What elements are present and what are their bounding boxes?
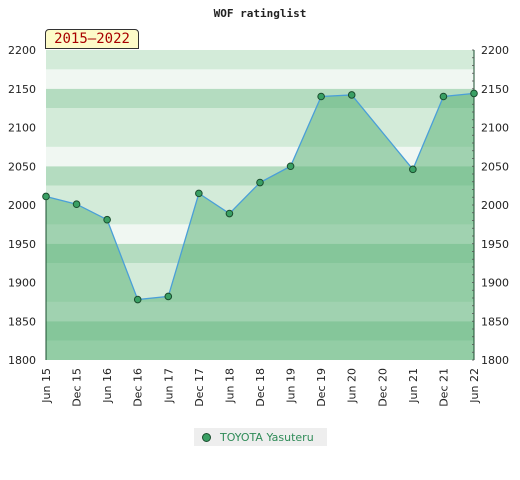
rating-markers	[42, 89, 478, 304]
background-band	[46, 127, 474, 147]
y-tick-label-left: 1800	[8, 354, 36, 367]
period-badge-label: 2015–2022	[54, 31, 130, 47]
y-tick-label-right: 2050	[481, 160, 509, 173]
hatch-stripe	[46, 147, 474, 166]
x-tick-label: Jun 17	[162, 368, 175, 404]
data-point	[256, 178, 264, 187]
x-tick-label: Dec 16	[132, 368, 145, 407]
y-tick-label-right: 1900	[481, 277, 509, 290]
y-tick-label-right: 1800	[481, 354, 509, 367]
x-tick-label: Dec 15	[71, 368, 84, 407]
y-tick-label-left: 2200	[8, 44, 36, 57]
data-point	[409, 165, 417, 174]
data-point	[164, 292, 173, 301]
background-band	[46, 88, 474, 109]
y-tick-label-left: 2000	[8, 199, 36, 212]
data-point	[439, 92, 448, 101]
x-tick-label: Dec 21	[437, 368, 450, 407]
hatch-stripe	[46, 69, 474, 88]
y-tick-label-left: 2150	[8, 83, 36, 96]
x-tick-label: Jun 19	[285, 368, 298, 404]
rating-area	[46, 93, 474, 361]
background-band	[46, 50, 474, 70]
y-tick-label-right: 2150	[481, 83, 509, 96]
data-point	[225, 209, 234, 218]
y-tick-label-left: 1900	[8, 277, 36, 290]
x-tick-label: Jun 18	[223, 368, 236, 404]
data-point	[133, 295, 142, 304]
right-minor-ticks	[472, 49, 474, 361]
period-badge: 2015–2022	[45, 29, 139, 49]
x-tick-label: Jun 16	[101, 368, 114, 404]
y-tick-label-right: 2100	[481, 122, 509, 135]
x-tick-label: Jun 21	[407, 368, 420, 404]
y-tick-label-right: 1950	[481, 238, 509, 251]
x-tick-label: Dec 19	[315, 368, 328, 407]
y-tick-label-right: 2000	[481, 199, 509, 212]
x-axis: Jun 15 Dec 15 Jun 16 Dec 16 Jun 17 Dec 17 Jun …	[40, 368, 481, 407]
data-point	[286, 162, 295, 171]
y-axis-left: 1800 1850 1900 1950 2000 2050 2100 2150 2200	[8, 44, 36, 367]
legend-marker-icon	[202, 432, 211, 442]
y-tick-label-right: 2200	[481, 44, 509, 57]
data-point	[72, 200, 81, 209]
y-tick-label-left: 1950	[8, 238, 36, 251]
x-tick-label: Dec 18	[254, 368, 267, 407]
y-tick-label-right: 1850	[481, 315, 509, 328]
hatch-stripe	[46, 302, 474, 321]
hatch-stripe	[46, 341, 474, 360]
y-tick-label-left: 1850	[8, 315, 36, 328]
y-tick-label-left: 2100	[8, 122, 36, 135]
legend[interactable]: TOYOTA Yasuteru	[194, 428, 327, 446]
data-point	[470, 89, 478, 98]
chart-title: WOF ratinglist	[214, 7, 307, 20]
hatch-stripe	[46, 186, 474, 205]
data-point	[317, 92, 325, 101]
y-tick-label-left: 2050	[8, 160, 36, 173]
x-tick-label: Dec 17	[193, 368, 206, 407]
hatch-stripe	[46, 263, 474, 282]
data-point	[42, 192, 50, 201]
x-tick-label: Jun 20	[346, 368, 359, 404]
x-tick-label: Jun 22	[468, 368, 481, 404]
legend-label: TOYOTA Yasuteru	[220, 430, 314, 444]
data-point	[195, 189, 203, 198]
background-band	[46, 69, 474, 89]
hatch-stripe	[46, 108, 474, 127]
y-axis-right: 1800 1850 1900 1950 2000 2050 2100 2150 2200	[481, 44, 509, 367]
x-tick-label: Dec 20	[376, 368, 389, 407]
rating-line	[45, 92, 475, 301]
x-tick-label: Jun 15	[40, 368, 53, 404]
data-point	[103, 215, 111, 224]
data-point	[347, 91, 356, 99]
